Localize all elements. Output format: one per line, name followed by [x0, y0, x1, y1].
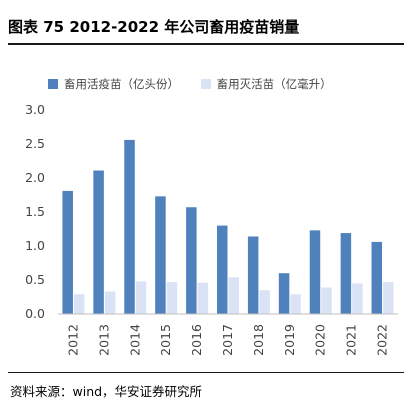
bar-series-1-2022	[371, 241, 383, 314]
bar-series-2-2019	[290, 294, 301, 314]
bar-series-1-2015	[155, 196, 166, 314]
legend-item-series-2: 畜用灭活苗（亿毫升）	[200, 76, 332, 92]
x-tick-label: 2020	[313, 324, 328, 356]
legend-label-series-2: 畜用灭活苗（亿毫升）	[216, 77, 332, 91]
x-tick-label: 2014	[127, 324, 142, 356]
y-tick-label: 2.0	[25, 170, 45, 185]
title-underline	[8, 43, 404, 45]
x-tick-label: 2021	[344, 324, 359, 356]
bar-series-1-2016	[186, 207, 197, 314]
source-rule	[8, 372, 404, 373]
bar-series-2-2013	[104, 291, 116, 314]
x-tick-label: 2017	[220, 324, 235, 356]
chart-legend: 畜用活疫苗（亿头份） 畜用灭活苗（亿毫升）	[48, 76, 350, 92]
y-tick-label: 3.0	[25, 102, 45, 117]
bar-series-1-2018	[247, 236, 259, 314]
bar-series-1-2019	[278, 273, 290, 314]
bar-chart: 0.0 0.5 1.0 1.5 2.0 2.5 3.0 2012 2013 2014 2015 201…	[25, 102, 398, 356]
x-tick-label: 2019	[282, 324, 297, 356]
y-tick-label: 2.5	[25, 136, 45, 151]
bar-series-1-2017	[217, 225, 228, 314]
bar-series-1-2020	[309, 230, 321, 314]
bar-series-1-2014	[124, 139, 135, 314]
figure-header: 图表 75 2012-2022 年公司畜用疫苗销量	[0, 0, 410, 45]
bar-series-1-2021	[340, 233, 352, 314]
x-tick-label: 2012	[65, 324, 80, 356]
legend-label-series-1: 畜用活疫苗（亿头份）	[64, 77, 179, 91]
bar-series-2-2021	[352, 283, 363, 314]
x-tick-label: 2016	[189, 324, 204, 356]
x-tick-label: 2022	[375, 324, 390, 356]
legend-item-series-1: 畜用活疫苗（亿头份）	[48, 76, 179, 92]
bar-series-2-2017	[228, 277, 239, 314]
y-tick-label: 0.5	[25, 272, 45, 287]
x-tick-label: 2013	[96, 324, 111, 356]
bar-series-1-2013	[93, 170, 104, 314]
x-tick-label: 2018	[251, 324, 266, 356]
bar-series-2-2020	[321, 287, 332, 314]
bar-series-2-2016	[197, 282, 209, 314]
bar-series-2-2018	[259, 290, 270, 314]
y-tick-label: 1.0	[25, 238, 45, 253]
bar-series-2-2015	[166, 282, 178, 314]
x-tick-label: 2015	[158, 324, 173, 356]
y-tick-label: 1.5	[25, 204, 45, 219]
source-note: 资料来源：wind，华安证券研究所	[10, 384, 203, 399]
legend-swatch-series-2	[200, 79, 211, 89]
figure-title: 图表 75 2012-2022 年公司畜用疫苗销量	[8, 18, 300, 36]
bar-series-2-2012	[73, 294, 85, 314]
y-tick-label: 0.0	[25, 306, 45, 321]
bar-series-2-2014	[135, 281, 147, 314]
bar-series-1-2012	[62, 190, 73, 314]
bar-series-2-2022	[383, 282, 394, 314]
legend-swatch-series-1	[48, 79, 58, 89]
